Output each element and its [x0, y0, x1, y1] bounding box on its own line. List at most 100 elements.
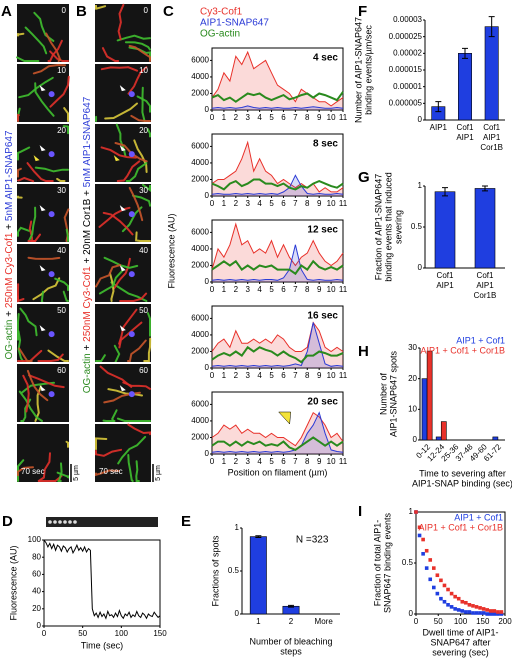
x-tick-label: 2 — [234, 113, 239, 122]
subplot-label: 16 sec — [307, 311, 338, 322]
line — [211, 178, 344, 191]
point — [485, 608, 489, 612]
arrowhead — [119, 325, 126, 332]
filament — [127, 339, 147, 362]
filament — [95, 469, 120, 477]
point — [446, 587, 450, 592]
y-tick-label: 6000 — [191, 142, 209, 151]
y-tick-label: 2000 — [191, 347, 209, 356]
point — [417, 533, 422, 538]
aip1-spot — [128, 391, 135, 398]
point — [414, 510, 418, 514]
x-tick-label: 1 — [222, 457, 227, 466]
subplot-label: 20 sec — [307, 397, 338, 408]
line — [211, 244, 344, 281]
filament — [99, 365, 133, 388]
arrowhead — [119, 85, 126, 92]
y-tick-label: 0.5 — [402, 558, 414, 567]
x-tick-label: 9 — [317, 285, 322, 294]
x-tick-label: Cof1 AIP1 — [436, 271, 454, 290]
line — [211, 91, 344, 103]
x-tick-label: 4 — [257, 199, 262, 208]
x-tick-label: 4 — [257, 113, 262, 122]
bar — [249, 536, 267, 615]
filament — [27, 256, 61, 260]
x-tick-label: 8 — [305, 457, 310, 466]
filament — [95, 5, 107, 10]
plot-frame — [211, 133, 344, 197]
frame-time: 20 — [57, 126, 66, 135]
filament — [24, 26, 48, 55]
y-tick-label: 0 — [409, 609, 414, 618]
arrowhead — [113, 155, 120, 162]
y-axis-label: Fluorescence (AU) — [166, 213, 176, 288]
micrograph-frame — [17, 184, 69, 242]
filament — [116, 417, 151, 422]
x-tick-label: More — [315, 617, 334, 626]
filament — [17, 295, 25, 303]
y-axis-label: severing — [393, 210, 403, 244]
micrograph-frame — [17, 424, 69, 482]
filament — [115, 123, 127, 157]
filament — [17, 113, 20, 122]
y-tick-label: 10 — [408, 404, 417, 413]
plot-frame — [211, 391, 344, 455]
y-axis-label: binding events/µm/sec — [363, 25, 373, 115]
condition-part: OG-actin — [82, 353, 93, 393]
panel-label: D — [2, 513, 13, 530]
point — [471, 611, 475, 615]
filament — [95, 264, 122, 288]
x-tick-label: 11 — [339, 457, 348, 466]
filament — [62, 125, 69, 135]
x-tick-label: 0 — [210, 371, 215, 380]
x-tick-label: 2 — [234, 371, 239, 380]
y-axis-label: Fraction of AIP1-SNAP647 — [373, 174, 383, 281]
y-tick-label: 1 — [409, 507, 414, 516]
y-tick-label: 6000 — [191, 228, 209, 237]
point — [439, 596, 443, 601]
y-tick-label: 4000 — [191, 158, 209, 167]
x-tick-label: 6 — [281, 457, 286, 466]
line — [211, 105, 344, 109]
filament — [17, 195, 23, 199]
y-tick-label: 80 — [32, 552, 41, 561]
x-tick-label: 3 — [246, 285, 251, 294]
panel-label: A — [1, 3, 12, 20]
x-tick-label: 1 — [222, 113, 227, 122]
aip1-spot — [48, 91, 55, 98]
condition-part: + — [4, 221, 15, 232]
y-tick-label: 20 — [408, 374, 417, 383]
x-tick-label: 4 — [257, 285, 262, 294]
legend-entry: AIP1 + Cof1 + Cor1B — [418, 522, 503, 532]
x-tick-label: 3 — [246, 457, 251, 466]
filament — [127, 66, 148, 95]
y-axis-label: AIP1-SNAP647 spots — [388, 350, 398, 437]
x-tick-label: 8 — [305, 285, 310, 294]
point — [432, 566, 436, 570]
strip-spot — [53, 520, 57, 524]
x-tick-label: 11 — [339, 113, 348, 122]
arrowhead — [119, 385, 126, 392]
y-tick-label: 0.00001 — [393, 82, 422, 91]
filament — [117, 3, 125, 41]
condition-part: + — [4, 308, 15, 319]
panel-label: H — [358, 343, 369, 360]
frame-time: 40 — [57, 246, 66, 255]
filament — [57, 462, 63, 482]
filament — [121, 206, 143, 233]
micrograph-frame — [95, 124, 151, 182]
legend-entry: Cy3-Cof1 — [200, 7, 243, 18]
plot-frame — [211, 305, 344, 369]
filament — [18, 76, 54, 99]
point — [435, 591, 440, 596]
point — [456, 608, 461, 612]
error-bar — [442, 187, 448, 197]
error-bar — [255, 535, 262, 538]
point — [474, 605, 479, 609]
x-tick-label: 4 — [257, 457, 262, 466]
x-tick-label: 61-72 — [482, 442, 503, 463]
x-tick-label: 3 — [246, 199, 251, 208]
frame-time: 50 — [139, 306, 148, 315]
filament — [131, 194, 151, 207]
frame-time: 20 — [139, 126, 148, 135]
